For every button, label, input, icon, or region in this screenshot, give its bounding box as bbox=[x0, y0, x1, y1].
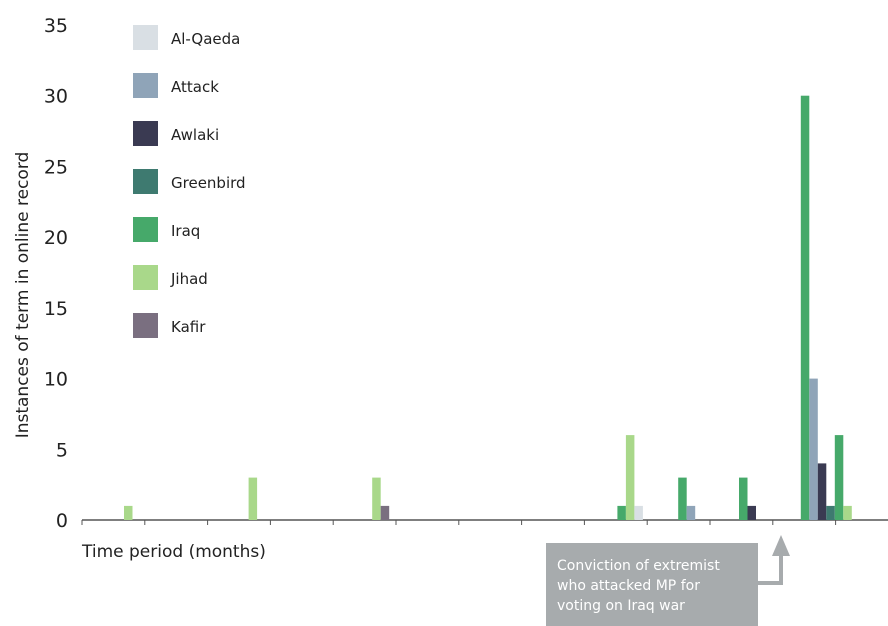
legend-label-jihad: Jihad bbox=[170, 270, 208, 288]
bar-iraq-month-11 bbox=[739, 477, 748, 520]
legend-swatch-al-qaeda bbox=[133, 25, 158, 50]
legend-swatch-awlaki bbox=[133, 121, 158, 146]
legend-swatch-iraq bbox=[133, 217, 158, 242]
bars-group bbox=[124, 95, 852, 520]
x-axis-title: Time period (months) bbox=[81, 542, 266, 562]
legend-label-attack: Attack bbox=[171, 78, 219, 96]
annotation-text-line: voting on Iraq war bbox=[557, 598, 685, 614]
bar-iraq-month-12 bbox=[834, 435, 844, 520]
y-tick-label: 25 bbox=[44, 156, 68, 178]
bar-jihad-month-3 bbox=[248, 477, 258, 520]
bar-al-qaeda-month-9 bbox=[634, 505, 643, 520]
y-tick-label: 10 bbox=[44, 369, 68, 391]
legend: Al-Qaeda Attack Awlaki Greenbird Iraq Jihad Ka… bbox=[133, 25, 246, 338]
bar-attack-month-10 bbox=[686, 505, 696, 520]
y-axis-ticks: 0 5 10 15 20 25 30 35 bbox=[44, 15, 68, 532]
y-tick-label: 20 bbox=[44, 227, 68, 249]
y-tick-label: 30 bbox=[44, 86, 68, 108]
bar-iraq-month-10 bbox=[678, 477, 687, 520]
annotation-box bbox=[546, 543, 758, 626]
bar-jihad-month-9 bbox=[625, 435, 635, 520]
bar-awlaki-month-12 bbox=[817, 463, 827, 520]
annotation-text-line: Conviction of extremist bbox=[557, 558, 720, 574]
legend-label-al-qaeda: Al-Qaeda bbox=[171, 30, 240, 48]
y-tick-label: 15 bbox=[44, 298, 68, 320]
bar-kafir-month-5 bbox=[380, 505, 390, 520]
y-tick-label: 0 bbox=[56, 510, 68, 532]
y-tick-label: 5 bbox=[56, 439, 68, 461]
y-tick-label: 35 bbox=[44, 15, 68, 37]
legend-swatch-jihad bbox=[133, 265, 158, 290]
annotation-text-line: who attacked MP for bbox=[557, 578, 700, 594]
annotation-arrow-head bbox=[772, 535, 790, 556]
bar-iraq-month-9 bbox=[617, 505, 626, 520]
bar-iraq-month-12 bbox=[800, 95, 810, 520]
bar-jihad-month-12 bbox=[843, 505, 852, 520]
bar-awlaki-month-11 bbox=[747, 505, 756, 520]
legend-label-iraq: Iraq bbox=[171, 222, 200, 240]
legend-swatch-kafir bbox=[133, 313, 158, 338]
bar-attack-month-12 bbox=[809, 378, 818, 520]
legend-label-awlaki: Awlaki bbox=[171, 126, 219, 144]
annotation-arrow-line bbox=[758, 553, 783, 585]
legend-swatch-attack bbox=[133, 73, 158, 98]
legend-swatch-greenbird bbox=[133, 169, 158, 194]
bar-jihad-month-1 bbox=[124, 505, 133, 520]
y-axis-title: Instances of term in online record bbox=[13, 152, 33, 439]
x-axis-ticks bbox=[81, 520, 837, 525]
bar-greenbird-month-12 bbox=[826, 505, 835, 520]
bar-jihad-month-5 bbox=[372, 477, 381, 520]
legend-label-greenbird: Greenbird bbox=[171, 174, 246, 192]
annotation-callout: Conviction of extremist who attacked MP f… bbox=[546, 535, 790, 626]
legend-label-kafir: Kafir bbox=[171, 318, 206, 336]
